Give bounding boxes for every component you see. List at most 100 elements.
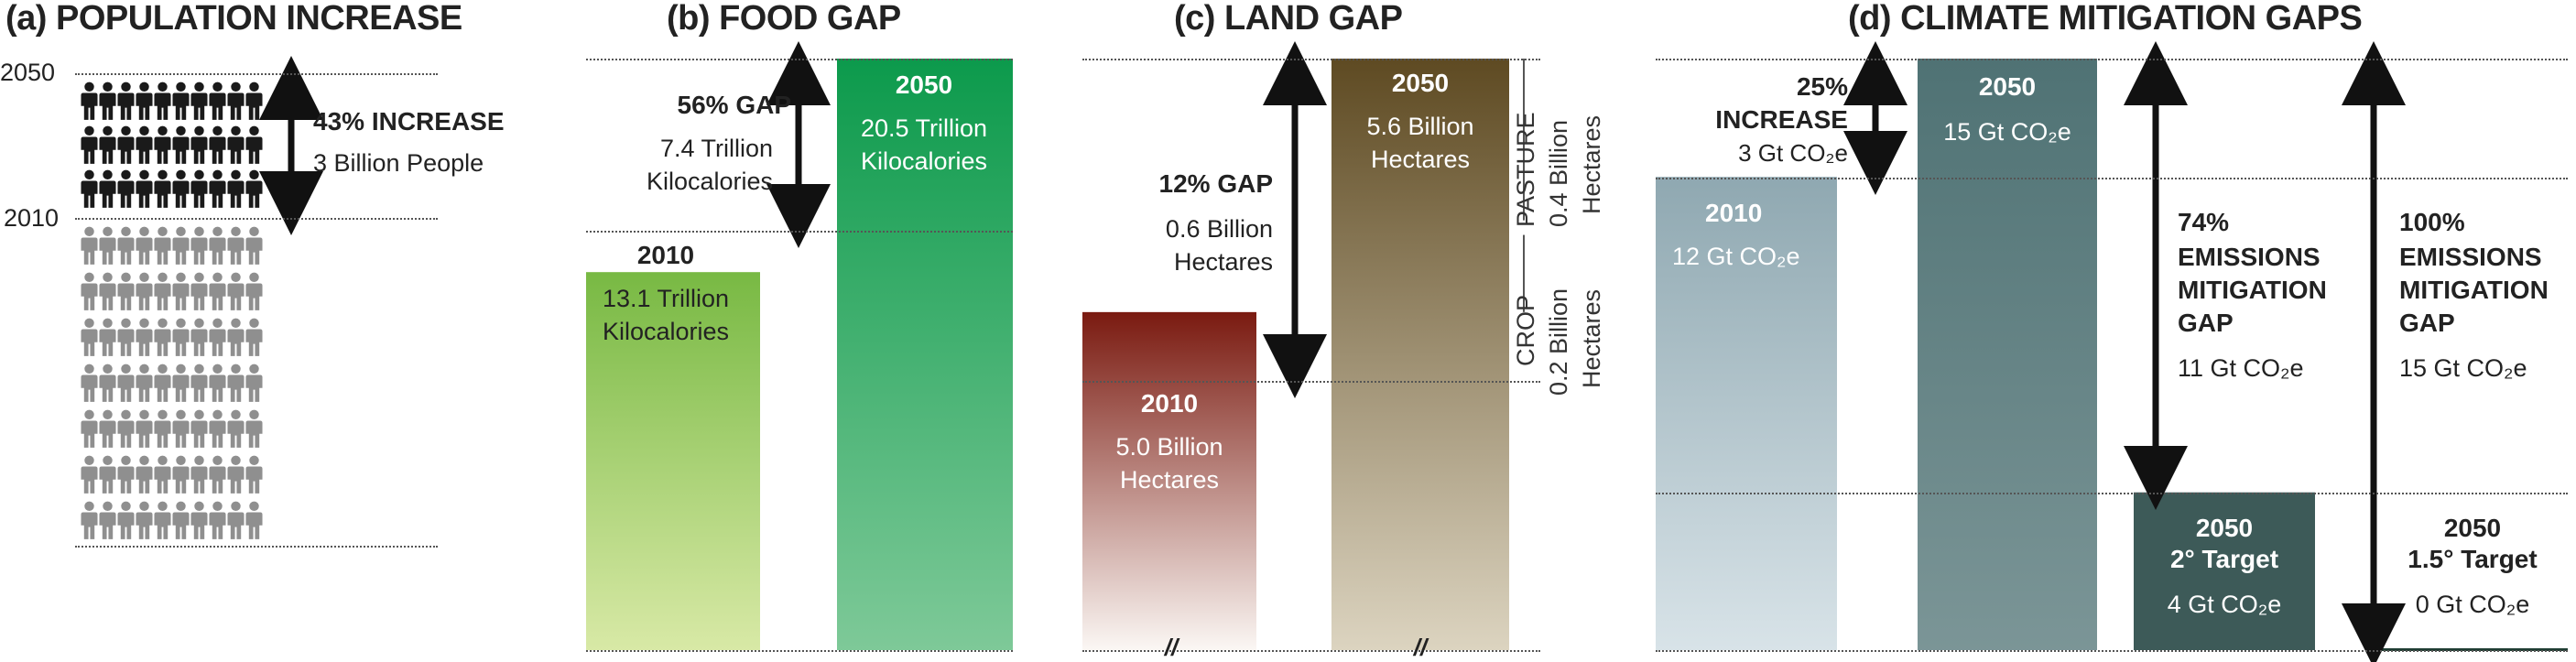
- food-2050-value-2: Kilocalories: [860, 147, 988, 175]
- person-icon: [81, 125, 98, 164]
- person-icon: [172, 318, 190, 356]
- land-gap-detail-2: Hectares: [1173, 248, 1273, 276]
- person-icon: [172, 81, 190, 120]
- person-icon: [99, 81, 116, 120]
- person-icon: [209, 272, 226, 310]
- person-icon: [227, 272, 245, 310]
- person-icon: [99, 409, 116, 448]
- gap100-line-3: GAP: [2399, 309, 2455, 337]
- person-icon: [245, 169, 263, 208]
- person-icon: [172, 501, 190, 539]
- person-icon: [172, 272, 190, 310]
- person-icon: [227, 318, 245, 356]
- panel-b-title: (b) FOOD GAP: [667, 0, 901, 38]
- person-icon: [172, 455, 190, 494]
- gridline: [1082, 650, 1540, 652]
- person-icon: [117, 318, 135, 356]
- increase-value: 3 Gt CO₂e: [1738, 139, 1848, 167]
- gridline: [1082, 59, 1540, 60]
- person-icon: [154, 455, 171, 494]
- person-icon: [154, 318, 171, 356]
- person-icon: [117, 125, 135, 164]
- gridline: [1656, 178, 2568, 179]
- land-gap-detail-1: 0.6 Billion: [1165, 215, 1273, 243]
- person-icon: [81, 455, 98, 494]
- person-icon: [227, 169, 245, 208]
- person-icon: [190, 455, 208, 494]
- person-icon: [245, 272, 263, 310]
- person-icon: [209, 81, 226, 120]
- land-bar-2010: [1082, 311, 1256, 650]
- person-icon: [99, 455, 116, 494]
- person-icon: [81, 169, 98, 208]
- person-icon: [81, 409, 98, 448]
- person-icon: [154, 226, 171, 265]
- crop-value-1: 0.2 Billion: [1545, 288, 1572, 396]
- pasture-value-2: Hectares: [1578, 114, 1605, 214]
- pasture-label: PASTURE: [1512, 112, 1539, 227]
- gridline: [75, 73, 438, 75]
- person-icon: [172, 169, 190, 208]
- crop-label: CROP: [1512, 294, 1539, 366]
- person-icon: [190, 81, 208, 120]
- food-2010-year: 2010: [636, 241, 695, 269]
- person-icon: [227, 81, 245, 120]
- person-icon: [117, 226, 135, 265]
- land-gap-title: 12% GAP: [1158, 169, 1274, 198]
- food-gap-detail-1: 7.4 Trillion: [659, 135, 773, 162]
- person-icon: [99, 501, 116, 539]
- population-gap-detail: 3 Billion People: [313, 149, 484, 177]
- increase-pct: 25%: [1796, 72, 1848, 101]
- land-2010-value-2: Hectares: [1119, 466, 1220, 494]
- person-icon: [209, 364, 226, 402]
- gap74-line-2: MITIGATION: [2178, 276, 2327, 304]
- person-icon: [136, 226, 153, 265]
- person-icon: [154, 81, 171, 120]
- person-icon: [136, 501, 153, 539]
- person-icon: [209, 409, 226, 448]
- person-icon: [81, 501, 98, 539]
- person-icon: [136, 125, 153, 164]
- land-bar-2050: [1331, 59, 1509, 650]
- gridline: [1656, 650, 2568, 652]
- gap100-pct: 100%: [2399, 208, 2465, 236]
- food-gap-detail-2: Kilocalories: [646, 168, 773, 195]
- climate-2010-value: 12 Gt CO₂e: [1672, 243, 1800, 270]
- climate-bar-2010: [1656, 177, 1837, 650]
- person-icon: [209, 169, 226, 208]
- person-icon: [227, 409, 245, 448]
- person-icon: [190, 226, 208, 265]
- panel-a-title: (a) POPULATION INCREASE: [5, 0, 462, 38]
- target-2c-value: 4 Gt CO₂e: [2167, 591, 2282, 618]
- increase-word: INCREASE: [1715, 105, 1848, 134]
- population-gap-title: 43% INCREASE: [313, 107, 505, 136]
- people-2010-grid: [81, 226, 263, 539]
- person-icon: [190, 125, 208, 164]
- target-15c-year: 2050: [2443, 514, 2502, 542]
- person-icon: [209, 501, 226, 539]
- person-icon: [209, 318, 226, 356]
- person-icon: [81, 364, 98, 402]
- person-icon: [227, 501, 245, 539]
- person-icon: [136, 318, 153, 356]
- gap100-line-1: EMISSIONS: [2399, 243, 2542, 271]
- land-2010-value-1: 5.0 Billion: [1115, 433, 1223, 461]
- person-icon: [190, 272, 208, 310]
- person-icon: [117, 455, 135, 494]
- person-icon: [117, 81, 135, 120]
- person-icon: [227, 226, 245, 265]
- person-icon: [81, 272, 98, 310]
- person-icon: [136, 81, 153, 120]
- person-icon: [81, 226, 98, 265]
- food-gap-title: 56% GAP: [677, 91, 792, 119]
- climate-bar-2c-target: [2134, 492, 2315, 650]
- person-icon: [190, 501, 208, 539]
- person-icon: [190, 318, 208, 356]
- person-icon: [117, 169, 135, 208]
- gridline: [1656, 59, 2568, 60]
- person-icon: [172, 364, 190, 402]
- gridline: [586, 59, 1013, 60]
- panel-c-title: (c) LAND GAP: [1174, 0, 1403, 38]
- axis-break-mark: //: [1413, 634, 1428, 661]
- year-2050-label: 2050: [0, 59, 56, 86]
